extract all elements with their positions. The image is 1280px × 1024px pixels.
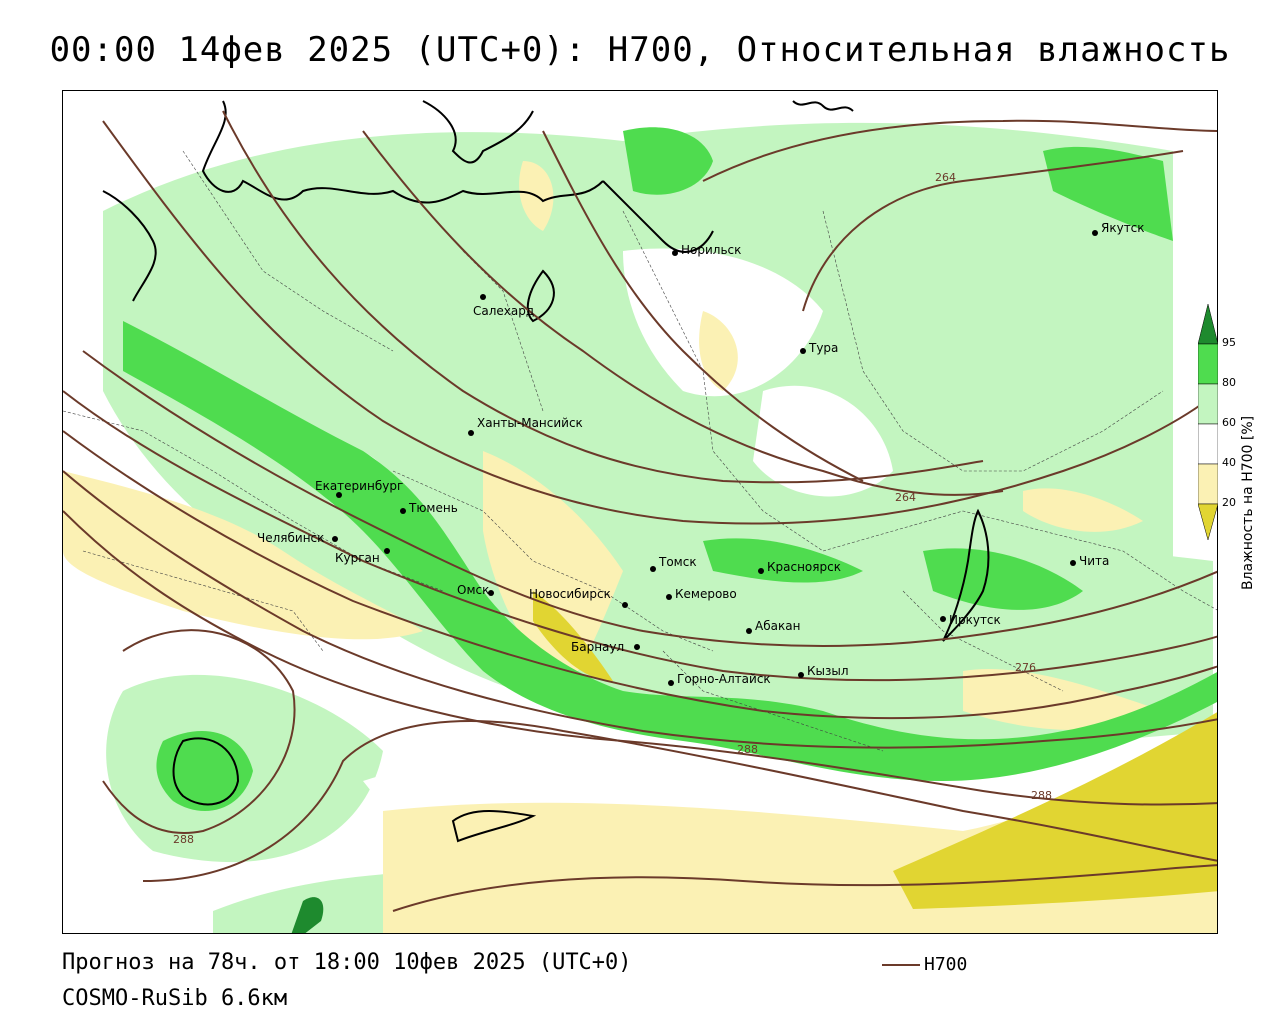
city-khanty-mansiysk: Ханты-Мансийск <box>468 416 583 436</box>
city-omsk: Омск <box>457 583 494 597</box>
city-label: Чита <box>1079 554 1109 568</box>
contour-label: 288 <box>737 743 758 756</box>
model-name: COSMO-RuSib 6.6км <box>62 986 288 1011</box>
city-label: Салехард <box>473 304 534 318</box>
contour-legend-label: H700 <box>924 954 968 975</box>
city-label: Барнаул <box>571 640 624 654</box>
city-label: Омск <box>457 583 489 597</box>
city-yekaterinburg: Екатеринбург <box>315 479 403 498</box>
city-label: Тура <box>808 341 838 355</box>
city-label: Якутск <box>1101 221 1145 235</box>
city-label: Курган <box>335 551 380 565</box>
city-label: Норильск <box>681 243 741 257</box>
contour-legend: H700 <box>882 954 967 975</box>
colorbar-tick: 40 <box>1222 456 1236 469</box>
map-canvas: 264 264 276 288 288 288 Норильск Якутск … <box>63 100 1217 933</box>
contour-label: 288 <box>1031 789 1052 802</box>
city-yakutsk: Якутск <box>1092 221 1145 236</box>
map-title: 00:00 14фев 2025 (UTC+0): H700, Относите… <box>49 30 1231 70</box>
humidity-colorbar <box>1198 304 1218 541</box>
contour-legend-swatch <box>882 963 920 966</box>
city-tyumen: Тюмень <box>400 501 458 515</box>
city-markers: Норильск Якутск Салехард Тура Ханты-Манс… <box>257 221 1145 686</box>
contour-label: 264 <box>895 491 916 504</box>
contour-label: 264 <box>935 171 956 184</box>
city-abakan: Абакан <box>746 619 800 634</box>
city-kyzyl: Кызыл <box>798 664 849 678</box>
city-salekhard: Салехард <box>473 294 534 318</box>
city-label: Ханты-Мансийск <box>477 416 583 430</box>
city-barnaul: Барнаул <box>571 640 640 654</box>
city-label: Кызыл <box>807 664 849 678</box>
weather-map: 264 264 276 288 288 288 Норильск Якутск … <box>62 90 1218 934</box>
city-chita: Чита <box>1070 554 1109 568</box>
city-kemerovo: Кемерово <box>666 587 737 601</box>
colorbar-tick: 80 <box>1222 376 1236 389</box>
colorbar-tick: 60 <box>1222 416 1236 429</box>
city-krasnoyarsk: Красноярск <box>758 560 841 574</box>
city-label: Абакан <box>755 619 800 633</box>
city-tura: Тура <box>800 341 838 355</box>
city-gorno-altaysk: Горно-Алтайск <box>668 672 771 686</box>
h700-contours <box>63 110 1217 912</box>
city-tomsk: Томск <box>650 555 697 572</box>
city-chelyabinsk: Челябинск <box>257 531 338 545</box>
city-label: Красноярск <box>767 560 841 574</box>
city-label: Тюмень <box>408 501 458 515</box>
city-label: Томск <box>658 555 697 569</box>
contour-labels: 264 264 276 288 288 288 <box>173 171 1052 846</box>
forecast-info: Прогноз на 78ч. от 18:00 10фев 2025 (UTC… <box>62 950 632 975</box>
contour-label: 288 <box>173 833 194 846</box>
colorbar-tick: 20 <box>1222 496 1236 509</box>
colorbar-tick: 95 <box>1222 336 1236 349</box>
city-label: Кемерово <box>675 587 737 601</box>
contour-label: 276 <box>1015 661 1036 674</box>
city-kurgan: Курган <box>335 548 390 565</box>
region-borders <box>63 150 1217 752</box>
city-label: Екатеринбург <box>315 479 403 493</box>
city-novosibirsk: Новосибирск <box>529 587 628 608</box>
city-irkutsk: Иркутск <box>940 613 1001 627</box>
coastlines <box>102 100 990 843</box>
colorbar-title: Влажность на H700 [%] <box>1240 415 1256 590</box>
city-norilsk: Норильск <box>672 243 741 257</box>
city-label: Иркутск <box>949 613 1001 627</box>
city-label: Челябинск <box>257 531 324 545</box>
humidity-field-above-95 <box>291 897 324 933</box>
city-label: Новосибирск <box>529 587 611 601</box>
city-label: Горно-Алтайск <box>677 672 771 686</box>
